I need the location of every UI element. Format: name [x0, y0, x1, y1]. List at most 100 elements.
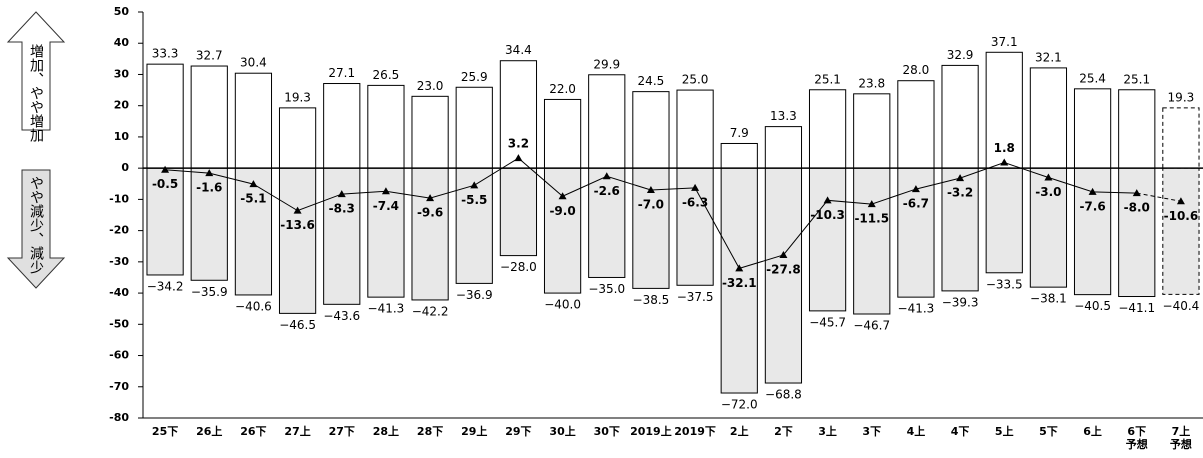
x-tick-label: 6下予想 [1126, 425, 1148, 451]
bar [367, 84, 405, 169]
forecast-line [1136, 192, 1182, 202]
value-label: 28.0 [903, 63, 930, 77]
marker [558, 192, 567, 200]
data-label: -1.6 [196, 181, 222, 195]
data-label: -0.5 [152, 177, 178, 191]
value-label: −40.6 [235, 299, 272, 313]
data-label: -8.0 [1124, 201, 1150, 215]
x-tick-label: 29下 [505, 425, 531, 438]
data-label: -9.6 [417, 206, 443, 220]
value-label: 25.1 [814, 72, 841, 86]
value-label: 27.1 [328, 66, 355, 80]
y-tick-label: -30 [109, 255, 129, 268]
bar [588, 74, 626, 169]
marker [646, 186, 655, 194]
value-label: 24.5 [638, 74, 665, 88]
x-tick-label: 28下 [417, 425, 443, 438]
marker [514, 154, 523, 162]
marker [911, 185, 920, 193]
y-tick-label: -20 [109, 224, 129, 237]
bar [897, 80, 935, 169]
x-tick-label: 4上 [907, 424, 926, 438]
x-tick-label: 30上 [549, 424, 575, 438]
marker [249, 180, 258, 188]
bar [1118, 89, 1156, 169]
value-label: 25.4 [1079, 71, 1106, 85]
data-label: -3.2 [947, 186, 973, 200]
y-tick-label: 10 [114, 130, 130, 143]
data-label: -11.5 [854, 212, 889, 226]
x-tick-label: 3下 [862, 425, 881, 438]
marker [735, 264, 744, 272]
bar [543, 167, 582, 294]
marker [161, 165, 170, 173]
y-tick-label: -40 [109, 286, 129, 299]
bar [455, 86, 493, 169]
x-tick-label: 5上 [995, 424, 1014, 438]
bar [234, 167, 273, 296]
data-label: -8.3 [329, 202, 355, 216]
marker [470, 181, 479, 189]
value-label: 26.5 [373, 68, 400, 82]
value-label: 7.9 [730, 126, 749, 140]
value-label: 22.0 [549, 82, 576, 96]
bar [543, 98, 582, 169]
data-label: -5.1 [240, 192, 266, 206]
value-label: −33.5 [986, 277, 1023, 291]
value-label: 32.9 [947, 48, 974, 62]
value-label: 19.3 [284, 90, 311, 104]
value-label: −46.5 [279, 318, 316, 332]
bar [411, 95, 449, 169]
value-label: 25.1 [1123, 72, 1150, 86]
bar [985, 167, 1023, 274]
bar [499, 60, 538, 169]
x-tick-label: 29上 [461, 424, 487, 438]
bar [411, 167, 449, 301]
bar [1118, 167, 1156, 298]
data-label: -10.6 [1164, 209, 1199, 223]
value-label: 32.1 [1035, 50, 1062, 64]
marker [293, 206, 302, 214]
bar [190, 65, 228, 169]
value-label: 23.0 [417, 79, 444, 93]
value-label: −42.2 [412, 304, 449, 318]
value-label: −40.4 [1163, 299, 1200, 313]
marker [337, 190, 346, 198]
decrease-arrow [6, 169, 66, 289]
bar [1073, 88, 1112, 169]
bar [234, 72, 273, 169]
bar [323, 83, 361, 169]
data-label: 3.2 [508, 137, 529, 151]
value-label: 30.4 [240, 56, 267, 70]
value-label: −68.8 [765, 388, 802, 402]
marker [381, 187, 390, 195]
bar [323, 167, 361, 305]
x-tick-label: 6上 [1083, 424, 1102, 438]
bar [764, 126, 803, 169]
value-label: 32.7 [196, 49, 223, 63]
bar [941, 64, 979, 169]
bar [808, 89, 847, 169]
bar [146, 63, 184, 169]
y-tick-label: 20 [114, 99, 130, 112]
x-tick-label: 2019下 [674, 425, 716, 438]
value-label: −28.0 [500, 260, 537, 274]
value-label: −43.6 [323, 309, 360, 323]
increase-label: 増加、やや増加 [28, 44, 44, 143]
marker [426, 194, 435, 202]
x-tick-label: 7上予想 [1170, 424, 1192, 451]
value-label: −37.5 [677, 290, 714, 304]
y-tick-label: -10 [109, 192, 129, 205]
value-label: −35.9 [191, 285, 228, 299]
data-label: -2.6 [594, 184, 620, 198]
bar [499, 167, 538, 257]
y-tick-label: -70 [109, 380, 129, 393]
marker [1044, 173, 1053, 181]
x-tick-label: 28上 [373, 424, 399, 438]
bar [853, 167, 891, 315]
value-label: −34.2 [147, 279, 184, 293]
value-label: −38.5 [633, 293, 670, 307]
increase-arrow [6, 11, 66, 131]
decrease-label: やや減少、減少 [28, 176, 44, 274]
x-tick-label: 26下 [240, 425, 266, 438]
